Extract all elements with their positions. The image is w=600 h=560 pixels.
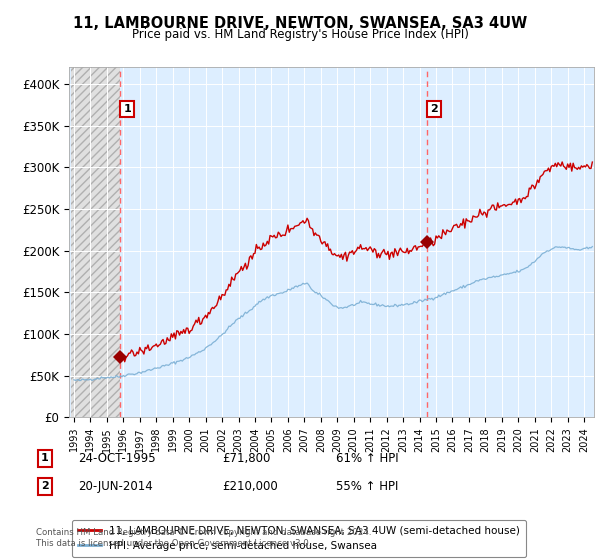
Text: Contains HM Land Registry data © Crown copyright and database right 2024.
This d: Contains HM Land Registry data © Crown c…	[36, 528, 371, 548]
Text: 61% ↑ HPI: 61% ↑ HPI	[336, 451, 398, 465]
Text: 1: 1	[124, 104, 131, 114]
Legend: 11, LAMBOURNE DRIVE, NEWTON, SWANSEA, SA3 4UW (semi-detached house), HPI: Averag: 11, LAMBOURNE DRIVE, NEWTON, SWANSEA, SA…	[71, 520, 526, 557]
Text: £71,800: £71,800	[222, 451, 271, 465]
Bar	[71, 67, 120, 417]
Text: 2: 2	[430, 104, 438, 114]
Text: 24-OCT-1995: 24-OCT-1995	[78, 451, 155, 465]
Text: 55% ↑ HPI: 55% ↑ HPI	[336, 479, 398, 493]
Text: 20-JUN-2014: 20-JUN-2014	[78, 479, 153, 493]
Bar	[71, 67, 120, 417]
Text: Price paid vs. HM Land Registry's House Price Index (HPI): Price paid vs. HM Land Registry's House …	[131, 28, 469, 41]
Text: 1: 1	[41, 453, 49, 463]
Text: 11, LAMBOURNE DRIVE, NEWTON, SWANSEA, SA3 4UW: 11, LAMBOURNE DRIVE, NEWTON, SWANSEA, SA…	[73, 16, 527, 31]
Text: 2: 2	[41, 481, 49, 491]
Text: £210,000: £210,000	[222, 479, 278, 493]
